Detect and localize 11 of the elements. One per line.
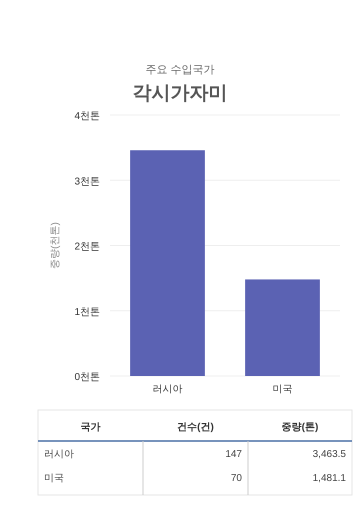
y-tick-label: 0천톤 (74, 372, 100, 383)
x-tick-label: 러시아 (152, 384, 182, 395)
x-tick-label: 미국 (272, 384, 292, 395)
y-tick-label: 1천톤 (74, 306, 100, 318)
y-tick-label: 4천톤 (74, 111, 100, 122)
chart-title: 각시가자미 (132, 83, 228, 104)
y-tick-label: 3천톤 (74, 176, 100, 188)
y-axis-title: 중량(천톤) (50, 222, 61, 269)
data-table: 국가 건수(건) 중량(톤) 러시아 147 3,463.5 미국 70 1,481.1 (38, 410, 352, 496)
chart-subtitle: 주요 수입국가 (145, 64, 215, 76)
y-tick-label: 2천톤 (74, 242, 100, 252)
